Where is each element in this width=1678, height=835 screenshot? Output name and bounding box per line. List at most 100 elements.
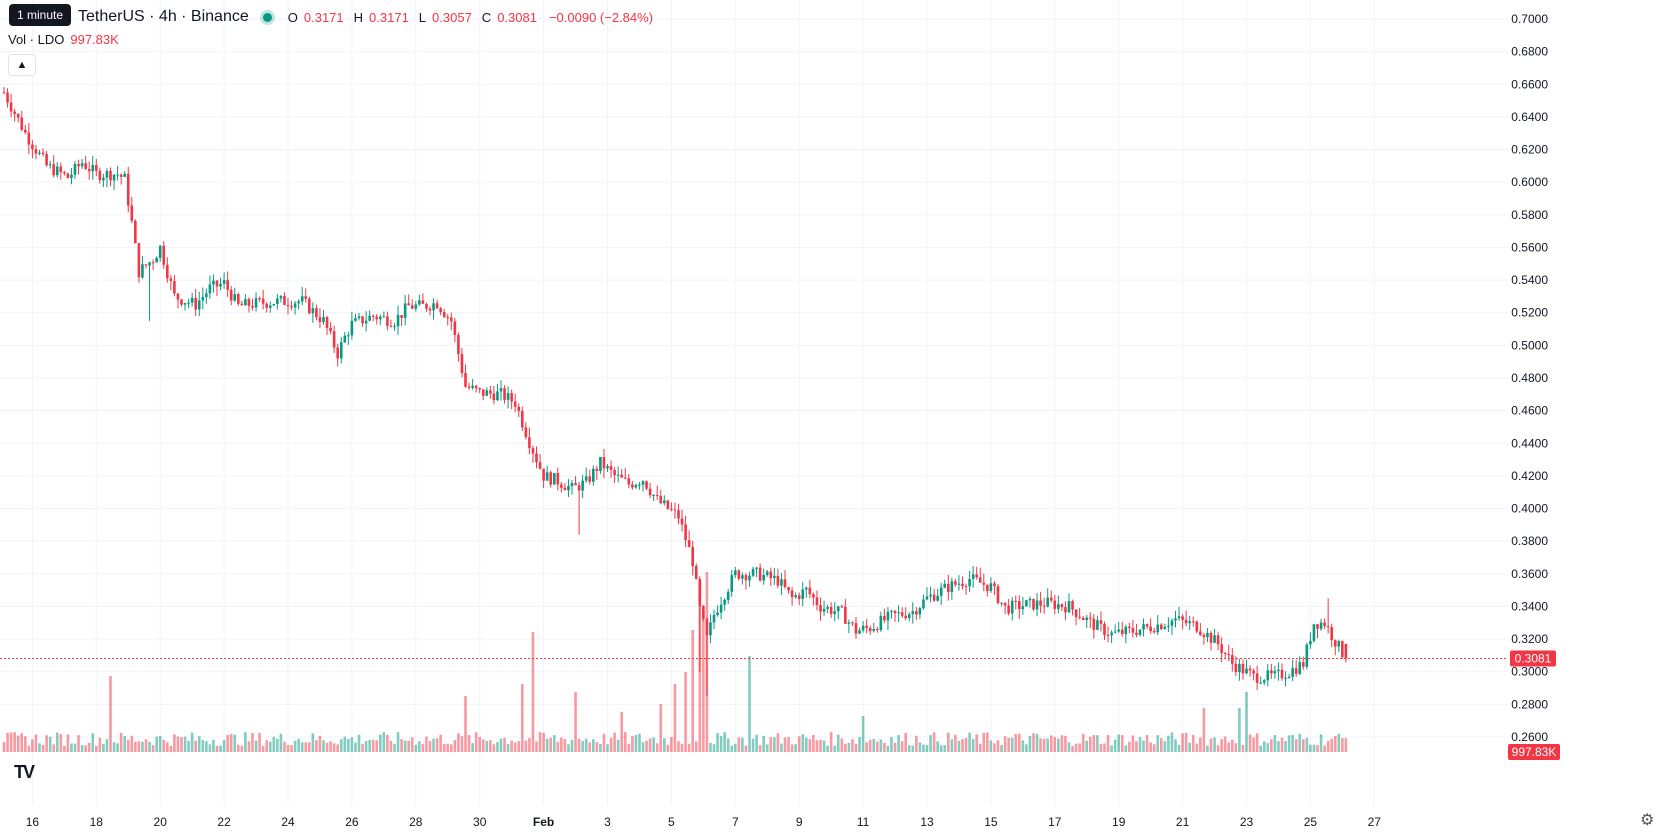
candle-body [787,587,790,591]
candle-body [1149,626,1152,632]
volume-bar [648,738,652,752]
volume-bar [286,745,290,752]
candle-body [758,567,762,581]
symbol-title[interactable]: TetherUS · 4h · Binance [78,8,249,25]
candle-body [268,305,272,308]
candle-body [197,300,201,310]
candle-body [854,623,858,634]
volume-bar [91,733,95,752]
volume-bar [1323,745,1326,752]
candle-body [9,102,13,112]
candle-body [840,606,844,608]
candle-body [1199,631,1202,635]
volume-bar [1135,741,1138,752]
price-tick-label: 0.6200 [1511,143,1548,157]
candle-body [1145,624,1149,627]
candle-body [613,469,616,476]
volume-bar [1277,741,1280,752]
candle-body [70,174,73,178]
candle-body [556,473,560,485]
tradingview-logo-icon[interactable]: TV [14,762,35,782]
candle-body [1220,644,1223,653]
volume-bar [258,732,261,752]
candle-body [1142,624,1145,630]
volume-bar [556,741,560,752]
candle-body [350,320,354,336]
volume-bar [655,743,659,752]
candle-body [1046,597,1049,607]
candle-body [187,302,190,304]
candle-body [286,304,290,307]
volume-bar [748,656,751,752]
volume-bar [691,630,694,752]
candle-body [1167,625,1170,627]
price-tick-label: 0.4600 [1511,404,1548,418]
candle-body [890,610,893,612]
volume-bar [673,684,677,752]
candle-body [506,393,510,400]
candle-body [91,165,95,172]
volume-bar [1266,743,1270,752]
candle-body [1085,617,1089,621]
volume-label[interactable]: Vol · LDO [8,32,65,47]
volume-bar [1145,735,1149,752]
candle-body [599,456,602,472]
volume-bar [865,742,868,752]
volume-bar [332,743,336,752]
candle-body [954,581,957,585]
volume-bar [148,741,151,752]
candle-body [364,320,368,324]
candle-body [535,453,538,463]
volume-bar [1071,745,1074,752]
volume-bar [904,733,907,752]
volume-bar [1248,734,1252,752]
volume-bar [450,744,453,752]
volume-bar [1163,741,1167,752]
candle-body [1003,602,1007,606]
volume-bar [432,738,435,752]
volume-bar [993,743,996,752]
collapse-legend-button[interactable]: ▲ [8,54,36,76]
volume-bar [1053,736,1057,752]
candle-body [1010,600,1014,614]
candle-body [442,312,446,317]
volume-bar [446,743,450,752]
volume-bar [538,732,542,752]
candle-body [1042,605,1046,607]
candle-body [574,483,577,486]
volume-bar [1241,744,1245,752]
volume-bar [1142,740,1145,752]
gear-icon[interactable]: ⚙ [1640,812,1655,829]
volume-bar [783,737,787,752]
volume-bar [939,745,943,752]
time-tick-label: 23 [1240,815,1254,829]
candle-body [744,575,748,581]
candle-body [645,481,648,489]
candle-body [460,353,464,374]
volume-bar [251,732,254,752]
candle-body [1035,600,1039,610]
candle-body [1238,664,1241,673]
volume-bar [308,742,311,752]
volume-bar [769,737,773,752]
price-change: −0.0090 (−2.84%) [548,9,654,25]
candle-body [567,486,570,491]
candle-body [1241,664,1245,674]
volume-bar [1120,735,1124,752]
volume-bar [847,743,851,752]
volume-bar [1302,739,1305,752]
candle-body [659,495,663,504]
candle-body [173,281,176,294]
candle-body [776,575,780,586]
candle-body [2,92,6,94]
candle-body [180,299,183,305]
candle-body [517,406,521,412]
volume-bar [410,737,414,752]
volume-bar [922,744,925,752]
candle-body [396,314,400,327]
candle-body [677,510,680,519]
candle-body [1255,673,1259,683]
volume-bar [1206,745,1209,752]
volume-bar [95,745,98,752]
